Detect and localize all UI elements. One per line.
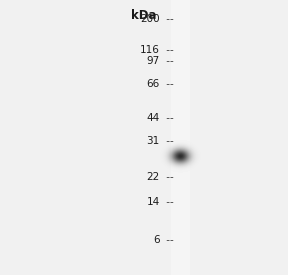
Text: 22: 22 (147, 172, 160, 182)
Text: --: -- (163, 79, 173, 89)
Text: 200: 200 (140, 14, 160, 24)
Text: 6: 6 (153, 235, 160, 245)
Text: 31: 31 (147, 136, 160, 146)
Text: --: -- (163, 235, 173, 245)
Text: 66: 66 (147, 79, 160, 89)
Text: --: -- (163, 172, 173, 182)
Text: --: -- (163, 56, 173, 66)
Text: --: -- (163, 136, 173, 146)
Text: kDa: kDa (131, 9, 157, 22)
Text: 97: 97 (147, 56, 160, 66)
Text: --: -- (163, 197, 173, 207)
Text: 116: 116 (140, 45, 160, 55)
Text: --: -- (163, 14, 173, 24)
Text: --: -- (163, 113, 173, 123)
Text: 44: 44 (147, 113, 160, 123)
Text: 14: 14 (147, 197, 160, 207)
Text: --: -- (163, 45, 173, 55)
